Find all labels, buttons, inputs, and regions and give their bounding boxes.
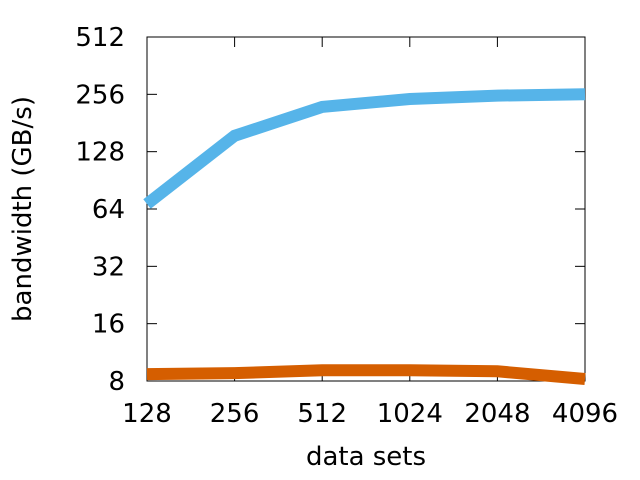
y-axis-title: bandwidth (GB/s) [8,96,38,322]
y-tick-label: 512 [75,23,125,53]
x-tick-label: 1024 [377,399,443,429]
series-lines [143,88,586,385]
series-line-2 [146,364,586,385]
x-axis-title: data sets [306,442,426,472]
y-tick-label: 16 [92,310,125,340]
y-ticks: 8 16 32 64 128 256 512 [75,23,585,397]
x-tick-label: 2048 [464,399,530,429]
y-tick-label: 64 [92,195,125,225]
x-tick-label: 128 [122,399,172,429]
y-tick-label: 256 [75,80,125,110]
plot-frame [146,36,586,382]
x-tick-label: 4096 [552,399,618,429]
y-tick-label: 8 [108,367,125,397]
x-tick-label: 512 [297,399,347,429]
x-ticks: 128 256 512 1024 2048 4096 [122,37,618,429]
y-tick-label: 128 [75,138,125,168]
series-line-1 [143,88,586,209]
x-tick-label: 256 [210,399,260,429]
y-tick-label: 32 [92,252,125,282]
